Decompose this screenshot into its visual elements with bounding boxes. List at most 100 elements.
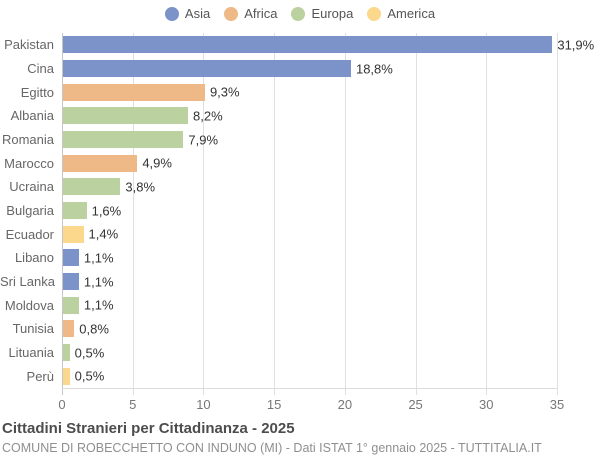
value-label: 3,8%: [125, 179, 156, 195]
gridline-10: [203, 33, 205, 395]
gridline-5: [132, 33, 134, 395]
gridline-0: [62, 33, 63, 395]
bar-track: 0,8%: [62, 320, 600, 338]
table-row: Perù 0,5%: [0, 364, 600, 388]
bar-track: 1,1%: [62, 249, 600, 267]
value-label: 0,5%: [74, 345, 105, 361]
bar-romania: [63, 131, 184, 149]
category-label: Egitto: [20, 84, 54, 100]
table-row: Bulgaria 1,6%: [0, 199, 600, 223]
category-label: Romania: [1, 132, 54, 148]
legend-label: Africa: [244, 6, 278, 21]
x-tick-label-10: 10: [196, 397, 211, 412]
value-label: 31,9%: [557, 37, 595, 53]
bar-track: 9,3%: [62, 83, 600, 101]
bar-egitto: [63, 83, 205, 101]
plot-area: Pakistan 31,9% Cina 18,8% Egitto 9,3% Albania 8…: [0, 33, 600, 413]
bar-track: 8,2%: [62, 107, 600, 125]
bar-pakistan: [63, 36, 553, 54]
value-label: 1,1%: [83, 297, 114, 313]
table-row: Albania 8,2%: [0, 104, 600, 128]
x-tick-label-15: 15: [266, 397, 282, 412]
value-label: 1,4%: [88, 226, 119, 242]
table-row: Romania 7,9%: [0, 128, 600, 152]
category-label: Marocco: [4, 155, 54, 171]
category-label: Pakistan: [4, 37, 54, 53]
bar-track: 31,9%: [62, 36, 600, 54]
table-row: Marocco 4,9%: [0, 151, 600, 175]
bar-lituania: [63, 344, 70, 362]
bar-ecuador: [63, 225, 84, 243]
table-row: Egitto 9,3%: [0, 80, 600, 104]
category-label: Sri Lanka: [0, 274, 55, 290]
legend-item-asia[interactable]: Asia: [164, 6, 210, 21]
legend-label: Europa: [311, 6, 354, 21]
legend-swatch-icon: [164, 6, 179, 21]
bar-rows: Pakistan 31,9% Cina 18,8% Egitto 9,3% Albania 8…: [0, 33, 600, 388]
bar-bulgaria: [63, 202, 87, 220]
bar-marocco: [63, 154, 138, 172]
value-label: 0,8%: [79, 321, 109, 337]
gridline-30: [486, 33, 488, 395]
x-tick-label-5: 5: [129, 397, 137, 412]
bar-track: 4,9%: [62, 154, 600, 172]
gridline-20: [344, 33, 346, 395]
table-row: Tunisia 0,8%: [0, 317, 600, 341]
bar-track: 18,8%: [62, 60, 600, 77]
value-label: 1,1%: [83, 274, 114, 290]
category-label: Lituania: [8, 345, 54, 361]
legend-item-america[interactable]: America: [367, 6, 435, 21]
bar-track: 1,4%: [62, 225, 600, 243]
gridline-15: [274, 33, 276, 395]
table-row: Ecuador 1,4%: [0, 222, 600, 246]
legend-swatch-icon: [224, 6, 239, 21]
chart-title: Cittadini Stranieri per Cittadinanza - 2…: [2, 420, 295, 437]
category-label: Bulgaria: [6, 203, 54, 219]
legend-swatch-icon: [367, 6, 382, 21]
legend-item-europa[interactable]: Europa: [291, 6, 353, 21]
bar-track: 7,9%: [62, 131, 600, 149]
value-label: 1,6%: [91, 203, 122, 219]
bar-tunisia: [63, 320, 75, 338]
category-label: Perù: [26, 368, 54, 384]
bar-sri-lanka: [63, 273, 79, 291]
bar-track: 3,8%: [62, 178, 600, 196]
value-label: 9,3%: [209, 84, 240, 100]
bar-albania: [63, 107, 189, 125]
bar-track: 1,6%: [62, 202, 600, 220]
category-label: Tunisia: [12, 321, 54, 337]
bar-moldova: [63, 296, 79, 314]
table-row: Cina 18,8%: [0, 57, 600, 81]
x-tick-label-30: 30: [479, 397, 494, 412]
x-tick-label-35: 35: [549, 397, 565, 412]
x-axis-tick-labels: 0 5 10 15 20 25 30 35: [0, 397, 600, 413]
table-row: Libano 1,1%: [0, 246, 600, 270]
legend-item-africa[interactable]: Africa: [224, 6, 277, 21]
value-label: 18,8%: [355, 61, 393, 76]
legend-label: America: [387, 6, 436, 21]
bar-track: 1,1%: [62, 273, 600, 291]
bar-libano: [63, 249, 79, 267]
bar-ucraina: [63, 178, 121, 196]
bar-track: 0,5%: [62, 344, 600, 362]
gridline-35: [557, 33, 558, 395]
value-label: 1,1%: [83, 250, 114, 266]
x-axis-line: [62, 388, 557, 389]
table-row: Moldova 1,1%: [0, 293, 600, 317]
bar-cina: [63, 60, 351, 77]
category-label: Cina: [27, 61, 54, 76]
table-row: Pakistan 31,9%: [0, 33, 600, 57]
category-label: Moldova: [4, 297, 54, 313]
category-label: Ecuador: [5, 226, 54, 242]
category-label: Libano: [14, 250, 54, 266]
value-label: 4,9%: [142, 155, 172, 171]
table-row: Lituania 0,5%: [0, 341, 600, 365]
category-label: Albania: [10, 108, 54, 124]
bar-perù: [63, 367, 70, 385]
value-label: 8,2%: [193, 108, 223, 124]
x-tick-label-0: 0: [58, 397, 66, 412]
table-row: Sri Lanka 1,1%: [0, 270, 600, 294]
legend: Asia Africa Europa America: [0, 6, 600, 21]
gridline-25: [415, 33, 417, 395]
